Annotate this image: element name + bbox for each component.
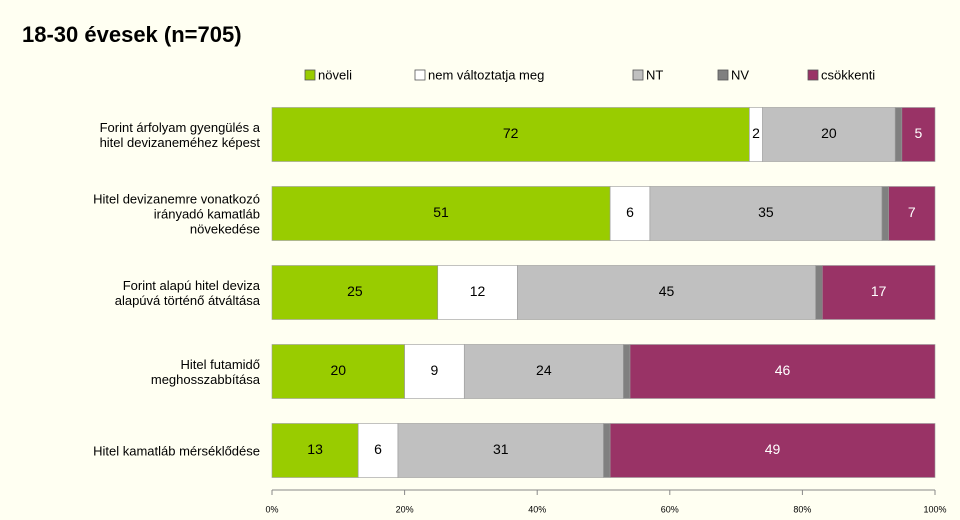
data-label: 9 xyxy=(431,362,439,378)
data-label: 2 xyxy=(752,125,760,141)
bar-segment xyxy=(901,107,936,162)
bar-segment xyxy=(271,423,359,478)
category-label: Hitel futamidő meghosszabbítása xyxy=(150,356,260,387)
bar-segment xyxy=(397,423,604,478)
bar-segment xyxy=(888,186,936,241)
category-label: Forint alapú hitel deviza alapúvá történ… xyxy=(114,277,260,308)
data-label: 13 xyxy=(307,441,323,457)
data-label: 20 xyxy=(821,125,837,141)
bar-segment xyxy=(603,423,611,478)
category-label: Hitel devizanemre vonatkozó irányadó kam… xyxy=(93,191,260,236)
legend-swatch xyxy=(717,69,729,81)
data-label: 6 xyxy=(626,204,634,220)
bar-segment xyxy=(881,186,889,241)
bar-segment xyxy=(271,186,611,241)
bar-segment xyxy=(271,107,750,162)
data-label: 24 xyxy=(536,362,552,378)
bar-segment xyxy=(357,423,399,478)
x-tick-label: 60% xyxy=(661,504,679,514)
legend-label: NV xyxy=(731,67,749,82)
legend-swatch xyxy=(807,69,819,81)
legend-swatch xyxy=(304,69,316,81)
data-label: 35 xyxy=(758,204,774,220)
data-label: 49 xyxy=(765,441,781,457)
bar-segment xyxy=(517,265,816,320)
legend-label: nem változtatja meg xyxy=(428,67,544,82)
data-label: 72 xyxy=(503,125,519,141)
bar-segment xyxy=(815,265,823,320)
legend-swatch xyxy=(632,69,644,81)
bar-segment xyxy=(609,186,651,241)
data-label: 7 xyxy=(908,204,916,220)
data-label: 51 xyxy=(433,204,449,220)
bar-segment xyxy=(609,423,936,478)
legend-label: csökkenti xyxy=(821,67,875,82)
category-label: Hitel kamatláb mérséklődése xyxy=(93,443,260,458)
bar-segment xyxy=(623,344,631,399)
data-label: 25 xyxy=(347,283,363,299)
legend-label: NT xyxy=(646,67,663,82)
x-tick-label: 40% xyxy=(528,504,546,514)
bar-segment xyxy=(649,186,883,241)
data-label: 5 xyxy=(915,125,923,141)
data-label: 31 xyxy=(493,441,509,457)
x-tick-label: 0% xyxy=(265,504,278,514)
chart-title: 18-30 évesek (n=705) xyxy=(22,22,242,47)
x-tick-label: 80% xyxy=(793,504,811,514)
bar-segment xyxy=(271,344,405,399)
data-label: 20 xyxy=(331,362,347,378)
x-tick-label: 100% xyxy=(923,504,946,514)
legend-swatch xyxy=(414,69,426,81)
bar-segment xyxy=(894,107,903,162)
bar-segment xyxy=(821,265,936,320)
data-label: 17 xyxy=(871,283,887,299)
bar-segment xyxy=(404,344,465,399)
legend-label: növeli xyxy=(318,67,352,82)
data-label: 12 xyxy=(470,283,486,299)
category-label: Forint árfolyam gyengülés a hitel deviza… xyxy=(99,119,260,150)
data-label: 6 xyxy=(374,441,382,457)
bar-segment xyxy=(629,344,936,399)
bar-segment xyxy=(437,265,518,320)
data-label: 45 xyxy=(659,283,675,299)
data-label: 46 xyxy=(775,362,791,378)
bar-segment xyxy=(762,107,896,162)
bar-segment xyxy=(463,344,624,399)
x-tick-label: 20% xyxy=(396,504,414,514)
